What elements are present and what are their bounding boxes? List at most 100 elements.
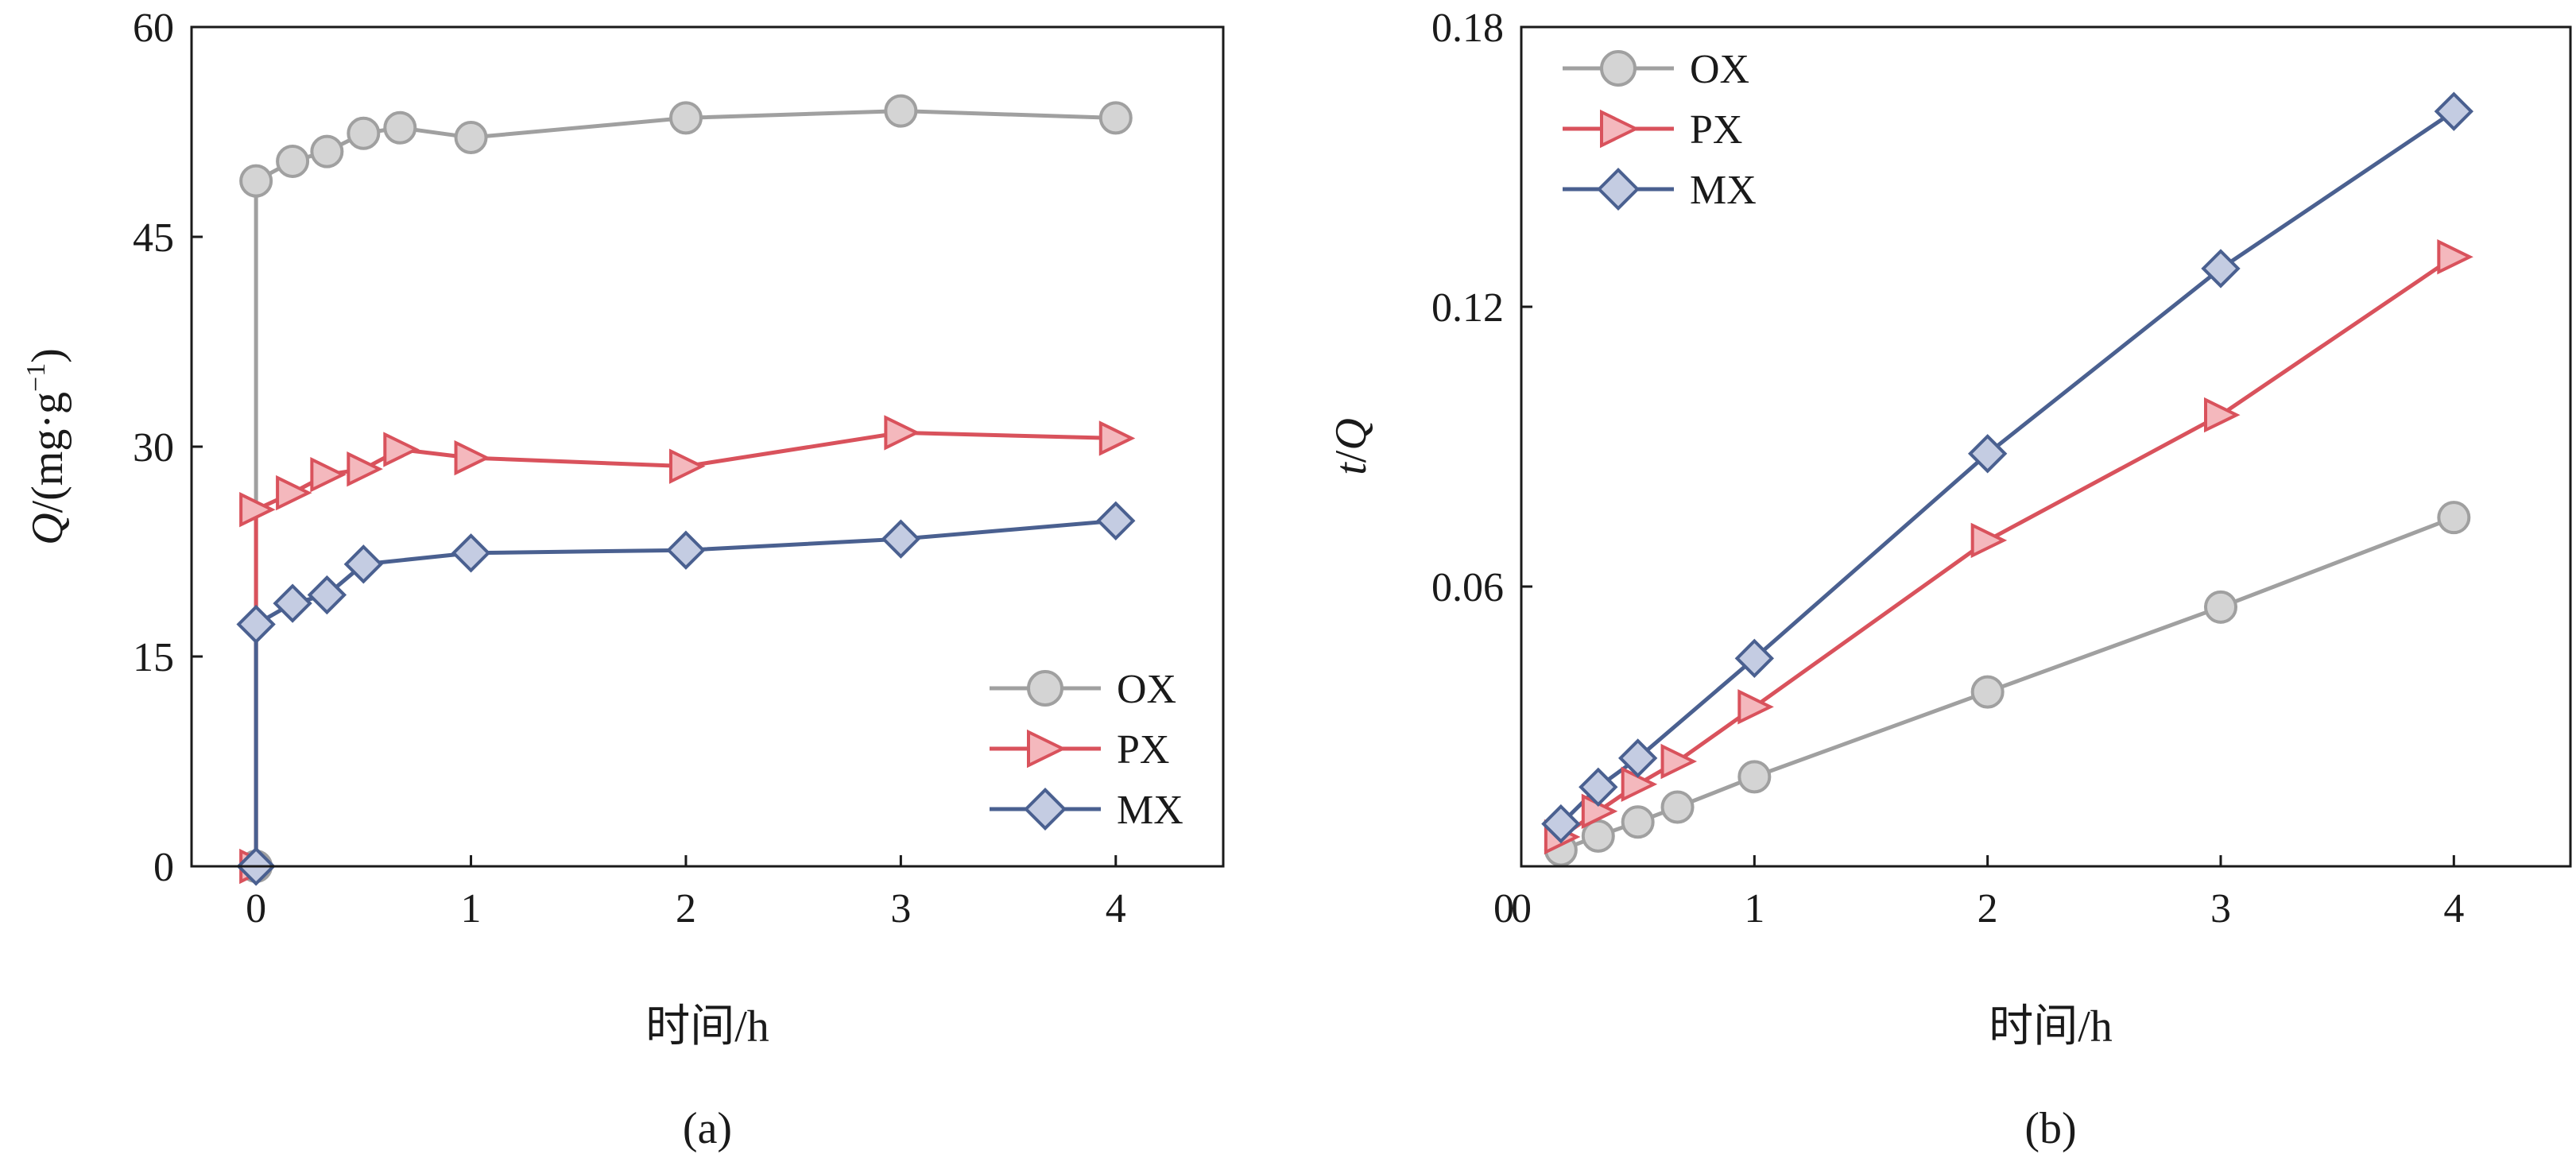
panel-a-x-tick-label: 3 <box>890 886 911 931</box>
panel-b-x-tick-label: 0 <box>1511 886 1532 931</box>
panel-a-x-axis-label: 时间/h <box>645 1002 769 1051</box>
panel-b-x-axis-label: 时间/h <box>1989 1002 2113 1051</box>
panel-b-series-ox-point <box>2437 501 2471 535</box>
panel-b-y-tick-label: 0.18 <box>1431 6 1504 51</box>
panel-b-series-mx-point <box>2201 249 2241 289</box>
panel-a-series-mx-point <box>343 544 384 584</box>
panel-a-series-px-point <box>276 474 312 511</box>
panel-a-series-px-point <box>1098 420 1136 456</box>
panel-a-series-ox-point <box>347 116 381 150</box>
panel-b-series-ox-point <box>1621 805 1655 839</box>
panel-b-series-px-point <box>1970 522 2008 559</box>
panel-b-x-tick-label: 4 <box>2443 886 2464 931</box>
panel-b-series-mx-point <box>1734 638 1775 679</box>
panel-b-legend-mx-label: MX <box>1690 168 1757 213</box>
panel-b-series-mx-point <box>2434 91 2474 131</box>
panel-a-series-px-point <box>239 491 276 528</box>
panel-a-x-tick-label: 4 <box>1106 886 1126 931</box>
panel-a-legend-ox-label: OX <box>1117 667 1176 712</box>
panel-b: 0 1 2 3 4 0.06 0.12 0.18 0 OX PX MX 时间/h t/Q (b) <box>1327 6 2572 1153</box>
panel-b-y-axis-label: t/Q <box>1327 418 1376 475</box>
panel-a-legend: OX PX MX <box>990 667 1183 833</box>
panel-a-x-tick-label: 0 <box>246 886 266 931</box>
panel-a-series-mx-point <box>307 575 347 615</box>
panel-b-legend-ox-label: OX <box>1690 47 1749 92</box>
panel-a-series-ox-point <box>668 101 703 135</box>
panel-a-y-axis-label: Q/(mg·g−1) <box>21 348 72 545</box>
panel-a-series-px-point <box>310 456 347 493</box>
panel-a-series-mx-point <box>881 519 921 559</box>
panel-b-series-mx-point <box>1541 804 1581 844</box>
panel-b-y-label-t: t <box>1327 462 1376 475</box>
panel-a-y-tick-label: 15 <box>133 635 174 680</box>
panel-b-x-tick-label: 1 <box>1744 886 1764 931</box>
panel-a: 0 1 2 3 4 0 15 30 45 60 OX PX MX 时间/h Q/(mg·g−1) (a… <box>21 6 1225 1153</box>
panel-a-series-mx-point <box>273 583 312 623</box>
panel-a-series-px-point <box>884 415 920 451</box>
panel-a-series-ox-point <box>1098 101 1133 135</box>
panel-a-series-ox-point <box>239 164 273 198</box>
panel-a-series-mx-point <box>451 533 491 573</box>
panel-b-marks: 0 1 2 3 4 0.06 0.12 0.18 0 <box>1431 6 2474 931</box>
panel-a-legend-ox-marker <box>1027 670 1063 707</box>
panel-a-y-label-unit: /(mg·g <box>23 392 72 513</box>
panel-b-series-ox-point <box>1737 760 1772 794</box>
panel-b-y-label-q: Q <box>1327 418 1376 450</box>
panel-b-y-tick-label: 0.12 <box>1431 285 1504 331</box>
panel-b-series-px-point <box>2204 397 2241 433</box>
panel-b-x-tick-label: 3 <box>2210 886 2231 931</box>
panel-a-y-tick-label: 60 <box>133 6 174 51</box>
panel-a-x-tick-label: 1 <box>461 886 482 931</box>
panel-b-series-ox-point <box>1970 675 2005 709</box>
panel-b-frame <box>1520 25 2572 868</box>
panel-a-series-mx-point <box>666 530 706 570</box>
panel-a-series-ox-point <box>310 134 344 168</box>
panel-b-series-mx-point <box>1579 767 1618 807</box>
panel-a-series-px-point <box>454 440 491 476</box>
panel-b-series-mx-point <box>1617 738 1658 778</box>
panel-a-series-ox-point <box>383 110 417 145</box>
panel-a-x-tick-label: 2 <box>676 886 696 931</box>
panel-a-y-label-close: ) <box>23 348 72 363</box>
panel-b-origin-tick-label: 0 <box>1493 886 1514 931</box>
panel-a-series-px-point <box>668 448 706 484</box>
panel-a-y-tick-label: 45 <box>133 215 174 261</box>
panel-a-legend-px-label: PX <box>1117 727 1169 773</box>
panel-a-caption: (a) <box>683 1104 732 1153</box>
panel-a-marks: 0 1 2 3 4 0 15 30 45 60 <box>133 6 1136 931</box>
panel-a-legend-mx-marker <box>1024 788 1067 831</box>
panel-a-frame <box>190 25 1225 868</box>
panel-a-y-label-italic: Q <box>23 513 72 544</box>
panel-a-y-label-exponent: −1 <box>21 363 51 392</box>
panel-a-series-px-point <box>347 451 383 487</box>
panel-a-series-mx-point <box>236 604 276 645</box>
panel-b-series-px-point <box>1737 689 1774 725</box>
panel-a-legend-mx-label: MX <box>1117 788 1183 833</box>
panel-b-caption: (b) <box>2024 1104 2076 1153</box>
panel-a-series-ox-point <box>454 121 488 155</box>
panel-b-series-ox-point <box>1581 819 1615 853</box>
panel-b-legend-px-marker <box>1600 109 1640 149</box>
panel-b-x-tick-label: 2 <box>1978 886 1998 931</box>
panel-b-series-px-point <box>1660 743 1698 780</box>
panel-a-y-tick-label: 30 <box>133 425 174 471</box>
panel-b-legend-ox-marker <box>1600 50 1637 87</box>
panel-a-series-ox-line <box>254 109 1116 866</box>
panel-b-legend-mx-marker <box>1597 168 1640 211</box>
panel-a-series-px-point <box>383 432 420 467</box>
panel-b-legend: OX PX MX <box>1563 47 1757 213</box>
panel-b-series-mx-point <box>1967 434 2008 474</box>
panel-a-series-px-line <box>254 430 1116 866</box>
panel-a-series-ox-point <box>276 144 310 178</box>
panel-a-y-tick-label: 0 <box>153 845 174 890</box>
panel-a-series-mx-point <box>1096 501 1136 540</box>
panel-b-series-px-point <box>2437 239 2473 275</box>
panel-b-legend-px-label: PX <box>1690 107 1742 153</box>
panel-a-series-ox-point <box>884 94 918 128</box>
panel-a-legend-px-marker <box>1027 729 1067 769</box>
panel-b-y-label-slash: / <box>1327 450 1376 463</box>
panel-b-y-tick-label: 0.06 <box>1431 565 1504 610</box>
panel-b-series-ox-point <box>1660 790 1695 824</box>
